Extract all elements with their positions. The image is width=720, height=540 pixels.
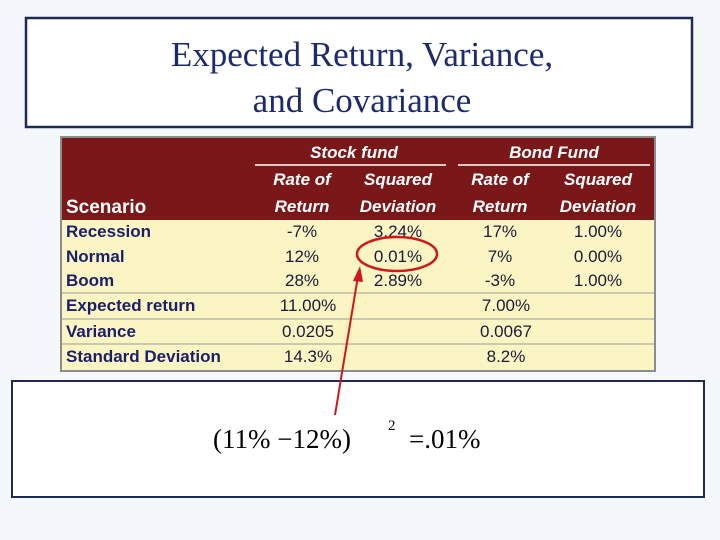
row-label: Recession — [66, 222, 151, 241]
cell: -3% — [485, 271, 515, 290]
title-box — [24, 16, 694, 129]
cell: 0.00% — [574, 247, 622, 266]
table-header — [62, 138, 654, 220]
column-header: Deviation — [360, 197, 437, 216]
column-header: Squared — [364, 170, 433, 189]
arrow-head — [353, 266, 363, 282]
column-header: Rate of — [471, 170, 531, 189]
cell: 7% — [488, 247, 513, 266]
cell: 14.3% — [284, 347, 332, 366]
table-body — [62, 220, 654, 370]
cell: 2.89% — [374, 271, 422, 290]
row-label: Normal — [66, 247, 125, 266]
title-line: and Covariance — [253, 81, 472, 120]
cell: 28% — [285, 271, 319, 290]
highlight-ellipse — [355, 235, 439, 273]
cell: 17% — [483, 222, 517, 241]
formula-exponent: 2 — [388, 418, 396, 434]
cell: 11.00% — [280, 296, 336, 315]
cell: 8.2% — [487, 347, 526, 366]
title-line: Expected Return, Variance, — [171, 35, 553, 74]
cell: 12% — [285, 247, 319, 266]
formula-box — [11, 380, 705, 498]
row-header: Scenario — [66, 197, 146, 218]
column-header: Squared — [564, 170, 633, 189]
group-header: Stock fund — [310, 143, 398, 162]
formula-result: =.01% — [409, 424, 480, 454]
cell: 1.00% — [574, 271, 622, 290]
row-label: Expected return — [66, 296, 195, 315]
column-header: Return — [275, 197, 330, 216]
column-header: Return — [473, 197, 528, 216]
cell: 1.00% — [574, 222, 622, 241]
cell: -7% — [287, 222, 317, 241]
column-header: Deviation — [560, 197, 637, 216]
cell: 0.0067 — [480, 322, 532, 341]
cell: 3.24% — [374, 222, 422, 241]
row-label: Standard Deviation — [66, 347, 221, 366]
cell: 0.0205 — [282, 322, 334, 341]
cell: 0.01% — [374, 247, 422, 266]
cell: 7.00% — [482, 296, 530, 315]
table: Stock fund Bond Fund Rate of Squared Rate of… — [62, 143, 654, 366]
row-label: Boom — [66, 271, 114, 290]
arrow-line — [334, 275, 359, 416]
formula-expression: (11% −12%) — [213, 424, 351, 454]
row-label: Variance — [66, 322, 136, 341]
group-header: Bond Fund — [509, 143, 599, 162]
column-header: Rate of — [273, 170, 333, 189]
